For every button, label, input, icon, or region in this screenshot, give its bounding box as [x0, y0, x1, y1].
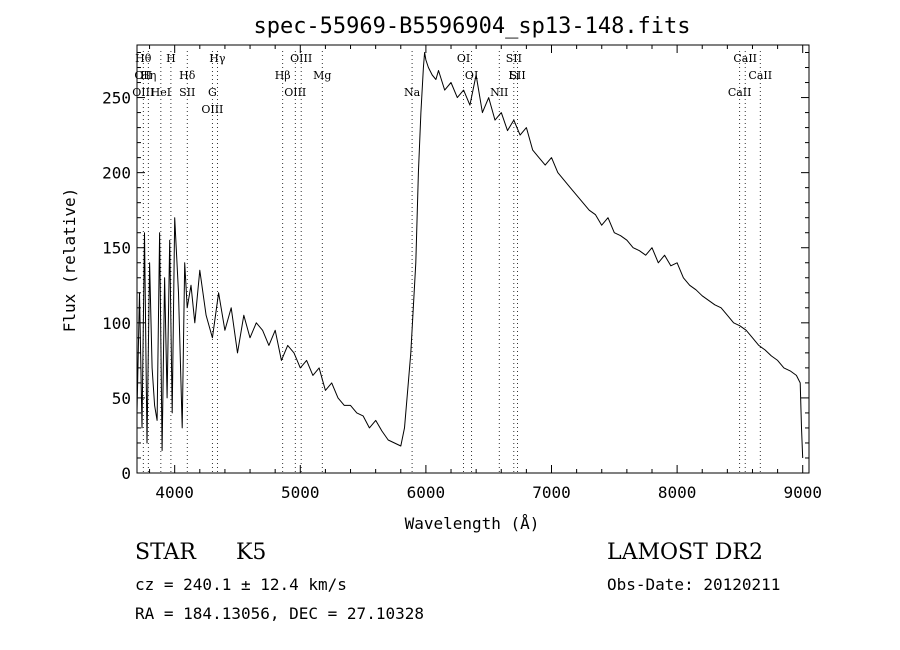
y-tick-label: 150: [102, 239, 131, 258]
line-marker-label: Hβ: [275, 69, 291, 82]
line-marker-label: HeI: [151, 86, 171, 99]
y-tick-label: 200: [102, 164, 131, 183]
y-tick-label: 100: [102, 314, 131, 333]
x-axis-label: Wavelength (Å): [405, 514, 540, 533]
line-marker-label: Hγ: [209, 52, 226, 65]
coordinates: RA = 184.13056, DEC = 27.10328: [135, 604, 424, 623]
line-marker-label: CaII: [733, 52, 757, 65]
x-tick-label: 9000: [783, 483, 822, 502]
line-marker-label: G: [208, 86, 217, 99]
line-marker-label: Na: [404, 86, 421, 99]
y-tick-label: 0: [121, 464, 131, 483]
line-marker-label: SII: [179, 86, 195, 99]
plot-frame: [136, 44, 810, 474]
line-marker-label: OI: [457, 52, 470, 65]
line-marker-label: CaII: [728, 86, 752, 99]
line-marker-label: SII: [509, 69, 525, 82]
line-marker-label: Hδ: [179, 69, 196, 82]
line-marker-label: H: [166, 52, 176, 65]
object-subclass: K5: [236, 540, 267, 565]
survey-name: LAMOST DR2: [607, 540, 763, 565]
line-marker-label: NII: [490, 86, 508, 99]
x-tick-label: 5000: [281, 483, 320, 502]
y-tick-label: 50: [112, 389, 131, 408]
x-tick-label: 8000: [658, 483, 697, 502]
line-marker-label: Hη: [140, 69, 156, 82]
redshift-velocity: cz = 240.1 ± 12.4 km/s: [135, 575, 347, 594]
line-marker-label: Li: [508, 69, 519, 82]
spectrum-series: [136, 52, 804, 459]
spectrum-line: [136, 52, 804, 459]
line-marker-label: CaII: [748, 69, 772, 82]
observation-date: Obs-Date: 20120211: [607, 575, 781, 594]
line-marker-label: OIII: [284, 86, 306, 99]
y-tick-label: 250: [102, 89, 131, 108]
x-tick-label: 7000: [532, 483, 571, 502]
line-marker-label: OII: [134, 69, 152, 82]
line-marker-label: OIII: [201, 103, 223, 116]
x-tick-label: 6000: [407, 483, 446, 502]
line-marker-label: OIII: [290, 52, 312, 65]
axis-ticks: 4000 5000 6000 7000 8000 9000 0 50 100 150 200 250: [102, 45, 822, 502]
y-axis-label: Flux (relative): [60, 188, 79, 333]
object-class: STAR: [135, 540, 196, 565]
chart-title: spec-55969-B5596904_sp13-148.fits: [253, 14, 690, 39]
line-marker-label: Hθ: [135, 52, 152, 65]
line-marker-label: SII: [506, 52, 522, 65]
line-marker-label: OIII: [132, 86, 154, 99]
x-tick-label: 4000: [155, 483, 194, 502]
line-marker-label: Mg: [313, 69, 331, 82]
